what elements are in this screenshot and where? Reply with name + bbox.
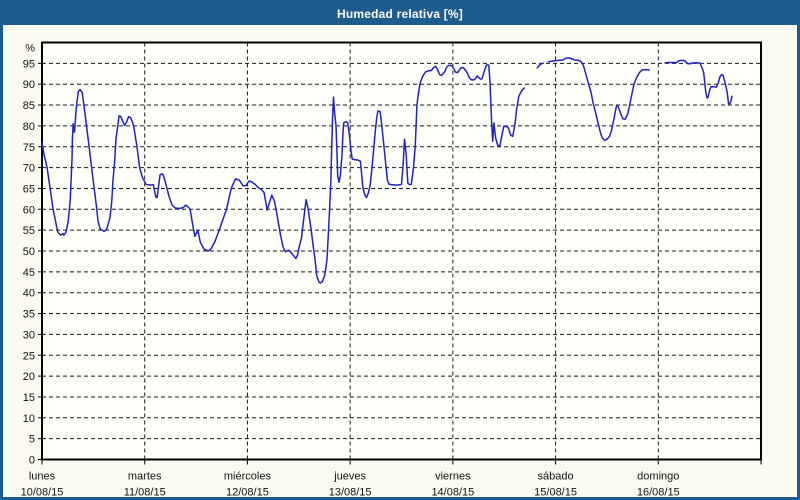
y-tick-label: 55 <box>23 225 35 237</box>
y-tick-label: 10 <box>23 413 35 425</box>
y-tick-label: 70 <box>23 163 35 175</box>
y-tick-label: 60 <box>23 204 35 216</box>
day-name-label: martes <box>128 471 162 483</box>
day-name-label: sábado <box>538 471 574 483</box>
humidity-series <box>41 57 733 284</box>
y-axis-unit-label: % <box>25 43 35 55</box>
plot-area: 95 90 85 80 75 70 65 60 55 50 45 40 35 30 25 20 15 10 5 0% l… <box>3 25 797 497</box>
day-date-label: 10/08/15 <box>21 487 64 498</box>
y-tick-label: 15 <box>23 392 35 404</box>
day-name-label: miércoles <box>224 471 272 483</box>
y-tick-label: 80 <box>23 121 35 133</box>
chart-title: Humedad relativa [%] <box>336 7 464 21</box>
window-title-bar: Humedad relativa [%] <box>3 3 797 25</box>
y-tick-label: 30 <box>23 329 35 341</box>
y-tick-label: 85 <box>23 100 35 112</box>
y-tick-label: 35 <box>23 309 35 321</box>
day-name-label: viernes <box>435 471 471 483</box>
day-date-label: 16/08/15 <box>637 487 680 498</box>
y-tick-label: 0 <box>29 455 35 467</box>
day-name-label: domingo <box>637 471 679 483</box>
day-date-label: 11/08/15 <box>124 487 166 498</box>
y-tick-label: 20 <box>23 371 35 383</box>
day-name-label: jueves <box>333 471 366 483</box>
y-tick-label: 90 <box>23 79 35 91</box>
y-tick-label: 5 <box>29 434 35 446</box>
day-name-label: lunes <box>29 471 56 483</box>
humidity-line-segment <box>664 59 733 106</box>
plot-frame <box>41 41 762 461</box>
day-date-label: 14/08/15 <box>431 487 474 498</box>
y-tick-label: 95 <box>23 58 35 70</box>
day-date-label: 13/08/15 <box>329 487 372 498</box>
y-tick-label: 50 <box>23 246 35 258</box>
x-axis-labels: lunes 10/08/15 martes 11/08/15 miércoles 12/0… <box>21 459 762 498</box>
day-date-label: 12/08/15 <box>226 487 269 498</box>
humidity-line-segment <box>547 57 651 142</box>
y-tick-label: 75 <box>23 142 35 154</box>
y-tick-label: 65 <box>23 183 35 195</box>
humidity-line-segment <box>536 62 544 69</box>
humidity-line-chart: 95908580757065605550454035302520151050%l… <box>21 41 762 498</box>
y-tick-label: 40 <box>23 288 35 300</box>
humidity-line-segment <box>41 63 526 284</box>
day-date-label: 15/08/15 <box>534 487 577 498</box>
y-tick-label: 25 <box>23 350 35 362</box>
y-tick-label: 45 <box>23 267 35 279</box>
